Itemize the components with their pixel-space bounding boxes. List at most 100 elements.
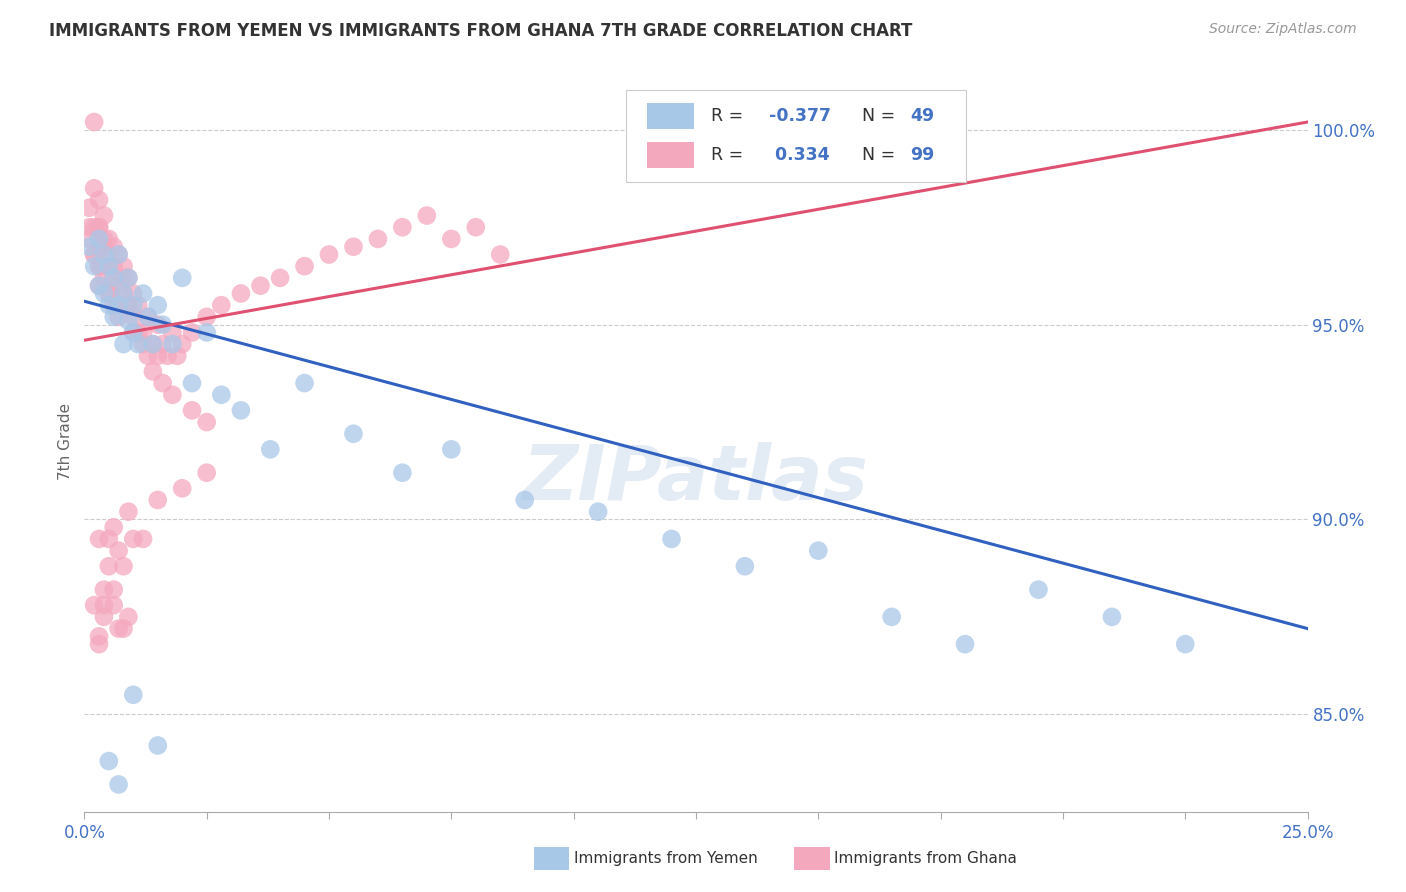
Point <box>83 220 105 235</box>
Point <box>87 220 110 235</box>
Point <box>83 259 105 273</box>
Point <box>146 318 169 332</box>
Point <box>112 286 135 301</box>
Point <box>953 637 976 651</box>
Point <box>103 271 125 285</box>
Point <box>195 310 218 324</box>
Point <box>122 688 145 702</box>
Point <box>103 310 125 324</box>
Point <box>97 286 120 301</box>
Point <box>87 278 110 293</box>
Point <box>112 622 135 636</box>
Point <box>195 466 218 480</box>
Point <box>294 376 316 390</box>
Point <box>97 298 120 312</box>
Point <box>142 337 165 351</box>
Point <box>132 326 155 340</box>
Point <box>107 247 129 261</box>
Point <box>146 739 169 753</box>
Point <box>87 232 110 246</box>
Point <box>142 337 165 351</box>
FancyBboxPatch shape <box>626 90 966 183</box>
Point <box>93 610 115 624</box>
Text: 0.334: 0.334 <box>769 146 830 164</box>
Point <box>112 286 135 301</box>
Point <box>107 298 129 312</box>
Point <box>195 326 218 340</box>
Point <box>391 466 413 480</box>
Point <box>342 240 364 254</box>
Point <box>132 532 155 546</box>
Point <box>112 259 135 273</box>
Point <box>77 232 100 246</box>
Point <box>880 610 903 624</box>
Point <box>127 298 149 312</box>
Point <box>122 310 145 324</box>
Point <box>318 247 340 261</box>
Text: R =: R = <box>710 107 748 125</box>
Point <box>269 271 291 285</box>
Point <box>172 271 194 285</box>
Point <box>93 286 115 301</box>
Text: ZIPatlas: ZIPatlas <box>523 442 869 516</box>
Point <box>117 610 139 624</box>
Point <box>97 259 120 273</box>
Point <box>77 201 100 215</box>
Point <box>209 388 232 402</box>
Point <box>97 754 120 768</box>
Point <box>249 278 271 293</box>
Point <box>87 259 110 273</box>
Point <box>586 505 609 519</box>
Point <box>107 310 129 324</box>
Point <box>87 259 110 273</box>
Point <box>172 337 194 351</box>
Point <box>83 115 105 129</box>
Point <box>440 442 463 457</box>
Point <box>103 598 125 612</box>
Point <box>87 220 110 235</box>
Point <box>152 337 174 351</box>
Point <box>146 493 169 508</box>
Y-axis label: 7th Grade: 7th Grade <box>58 403 73 480</box>
Text: Immigrants from Yemen: Immigrants from Yemen <box>574 852 758 866</box>
Point <box>209 298 232 312</box>
Point <box>127 326 149 340</box>
Point <box>97 559 120 574</box>
Point <box>93 259 115 273</box>
Point <box>661 532 683 546</box>
Point <box>127 337 149 351</box>
FancyBboxPatch shape <box>647 103 693 129</box>
Point <box>107 247 129 261</box>
Point <box>132 286 155 301</box>
Text: 99: 99 <box>910 146 934 164</box>
Point <box>117 298 139 312</box>
Point <box>107 777 129 791</box>
Point <box>229 286 252 301</box>
Point <box>122 326 145 340</box>
Point <box>117 298 139 312</box>
Point <box>122 326 145 340</box>
Point <box>112 337 135 351</box>
Point <box>416 209 439 223</box>
Point <box>93 240 115 254</box>
Point <box>93 598 115 612</box>
Point <box>152 318 174 332</box>
Point <box>156 349 179 363</box>
Point <box>97 532 120 546</box>
Point <box>181 376 204 390</box>
Point <box>162 337 184 351</box>
Point <box>136 349 159 363</box>
Text: IMMIGRANTS FROM YEMEN VS IMMIGRANTS FROM GHANA 7TH GRADE CORRELATION CHART: IMMIGRANTS FROM YEMEN VS IMMIGRANTS FROM… <box>49 22 912 40</box>
Point <box>103 298 125 312</box>
Point <box>440 232 463 246</box>
Point <box>87 629 110 643</box>
Point <box>132 337 155 351</box>
Point <box>107 298 129 312</box>
Point <box>1101 610 1123 624</box>
Point <box>229 403 252 417</box>
Point <box>734 559 756 574</box>
Point <box>103 520 125 534</box>
Point <box>1174 637 1197 651</box>
Text: 49: 49 <box>910 107 934 125</box>
Text: Immigrants from Ghana: Immigrants from Ghana <box>834 852 1017 866</box>
